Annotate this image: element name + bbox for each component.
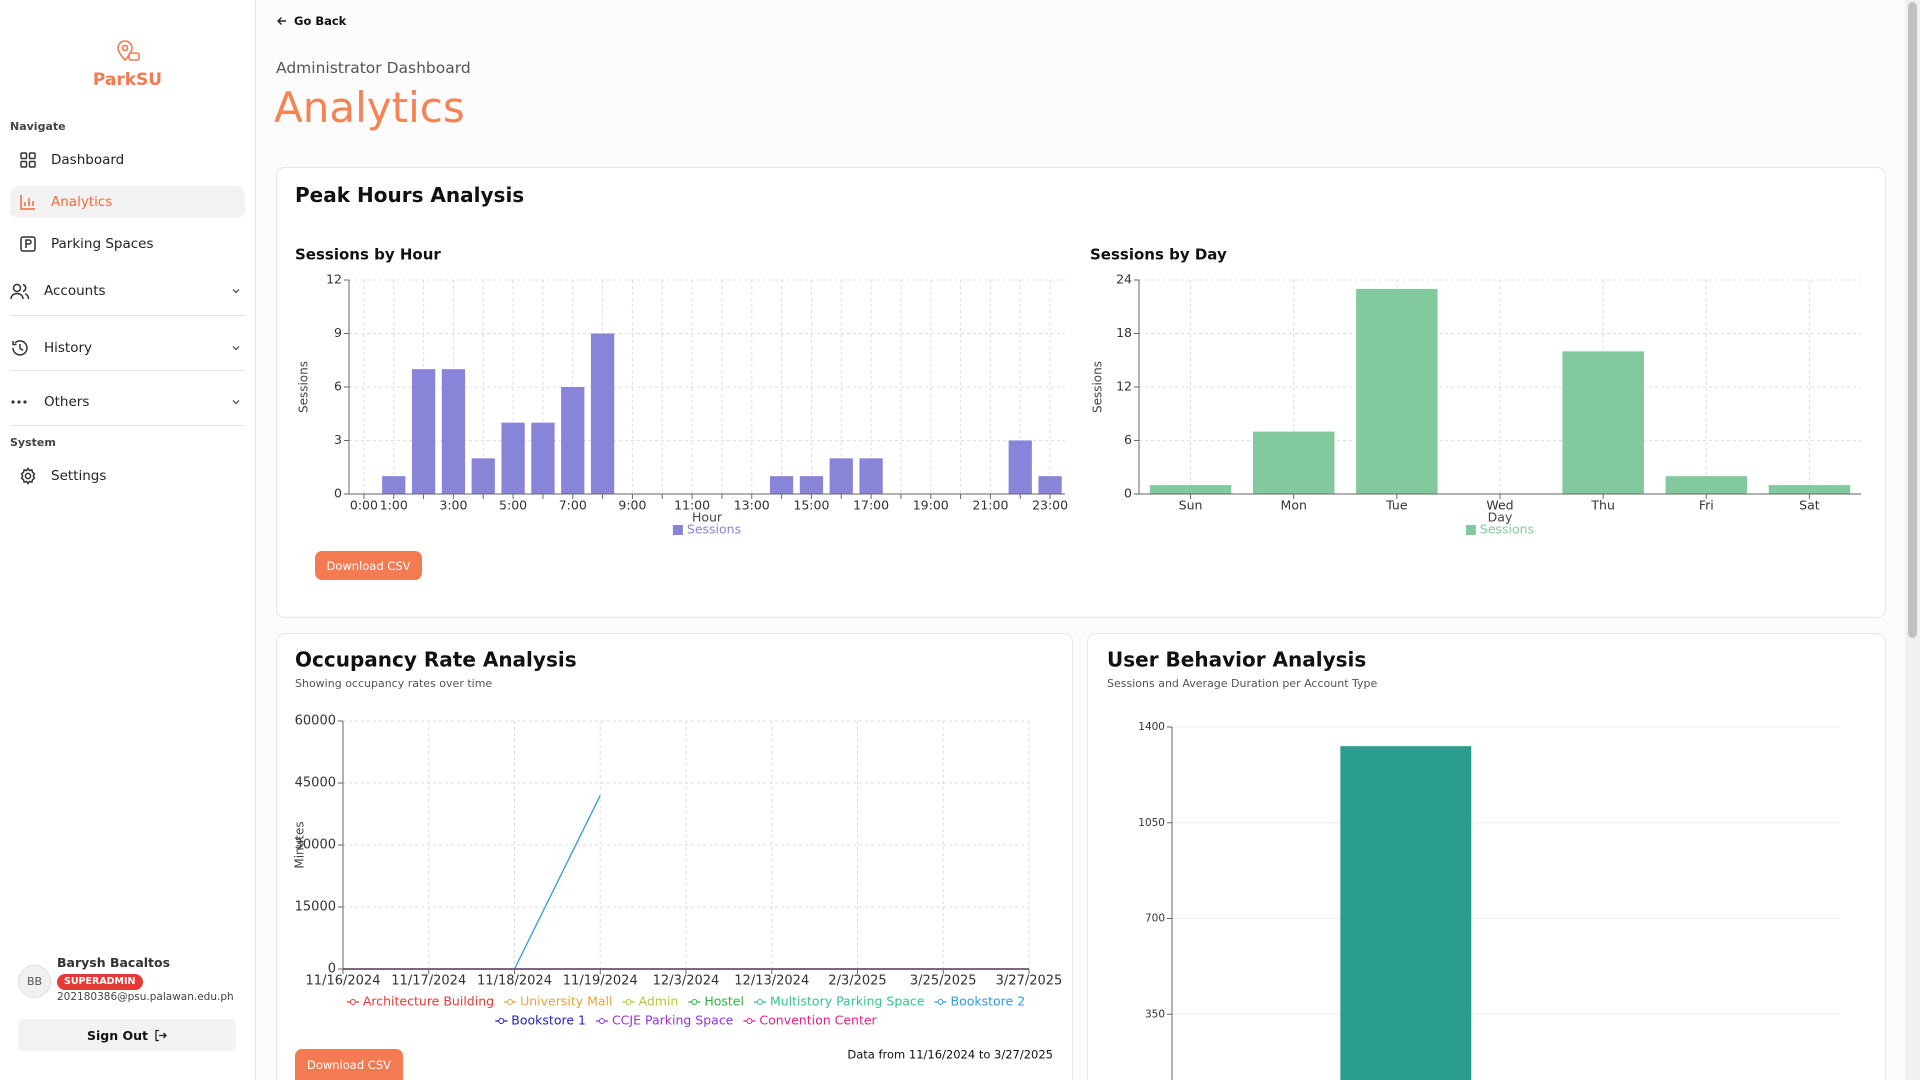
nav-icon (10, 283, 30, 300)
back-arrow (277, 17, 286, 25)
role-badge: SUPERADMIN (57, 974, 143, 990)
scrollbar-thumb[interactable] (1908, 2, 1917, 638)
card-title: Peak Hours Analysis (295, 183, 525, 207)
user-behavior-card (1087, 633, 1886, 1080)
brand-name: ParkSU (92, 70, 163, 90)
nav-item[interactable]: Settings (10, 460, 245, 492)
nav-label: Accounts (44, 283, 106, 299)
avatar: BB (18, 965, 51, 998)
nav-label: Settings (51, 468, 107, 484)
nav-group[interactable]: Others (10, 386, 245, 418)
nav-heading: Navigate (10, 120, 66, 133)
sign-out-icon (155, 1029, 167, 1041)
nav-item[interactable]: Dashboard (10, 144, 245, 176)
nav-group[interactable]: History (10, 332, 245, 364)
occupancy-card (276, 633, 1073, 1080)
peak-hours-card (276, 167, 1886, 618)
download-csv-button[interactable]: Download CSV (315, 551, 422, 580)
nav-icon (20, 195, 35, 210)
nav-icon (12, 340, 28, 356)
sign-out-button[interactable]: Sign Out (18, 1019, 236, 1051)
nav-item[interactable]: Parking Spaces (10, 228, 245, 260)
nav-label: History (44, 340, 93, 356)
divider (10, 370, 245, 371)
nav-label: Dashboard (51, 152, 125, 168)
sidebar: ParkSU Navigate Dashboard Analytics Park… (0, 0, 256, 1080)
nav-label: Parking Spaces (51, 236, 154, 252)
nav-label: Analytics (51, 194, 113, 210)
divider (10, 425, 245, 426)
nav-icon (11, 400, 27, 404)
brand-logo (117, 40, 140, 62)
user-email: 202180386@psu.palawan.edu.ph (57, 991, 234, 1003)
nav-item-active[interactable]: Analytics (10, 186, 245, 218)
page-title: Analytics (274, 83, 465, 132)
sign-out-label: Sign Out (87, 1027, 148, 1043)
go-back-label: Go Back (294, 14, 347, 28)
user-name: Barysh Bacaltos (57, 955, 171, 970)
download-csv-button[interactable]: Download CSV (295, 1049, 403, 1080)
go-back[interactable]: Go Back (276, 14, 346, 28)
nav-icon (20, 152, 36, 168)
system-heading: System (10, 436, 56, 449)
nav-icon (20, 236, 36, 252)
chevron (232, 400, 240, 405)
divider (10, 315, 245, 316)
chevron (232, 289, 240, 294)
nav-label: Others (44, 394, 90, 410)
chevron (232, 346, 240, 351)
nav-icon (20, 467, 36, 485)
breadcrumb: Administrator Dashboard (276, 59, 471, 77)
nav-group[interactable]: Accounts (10, 275, 245, 307)
